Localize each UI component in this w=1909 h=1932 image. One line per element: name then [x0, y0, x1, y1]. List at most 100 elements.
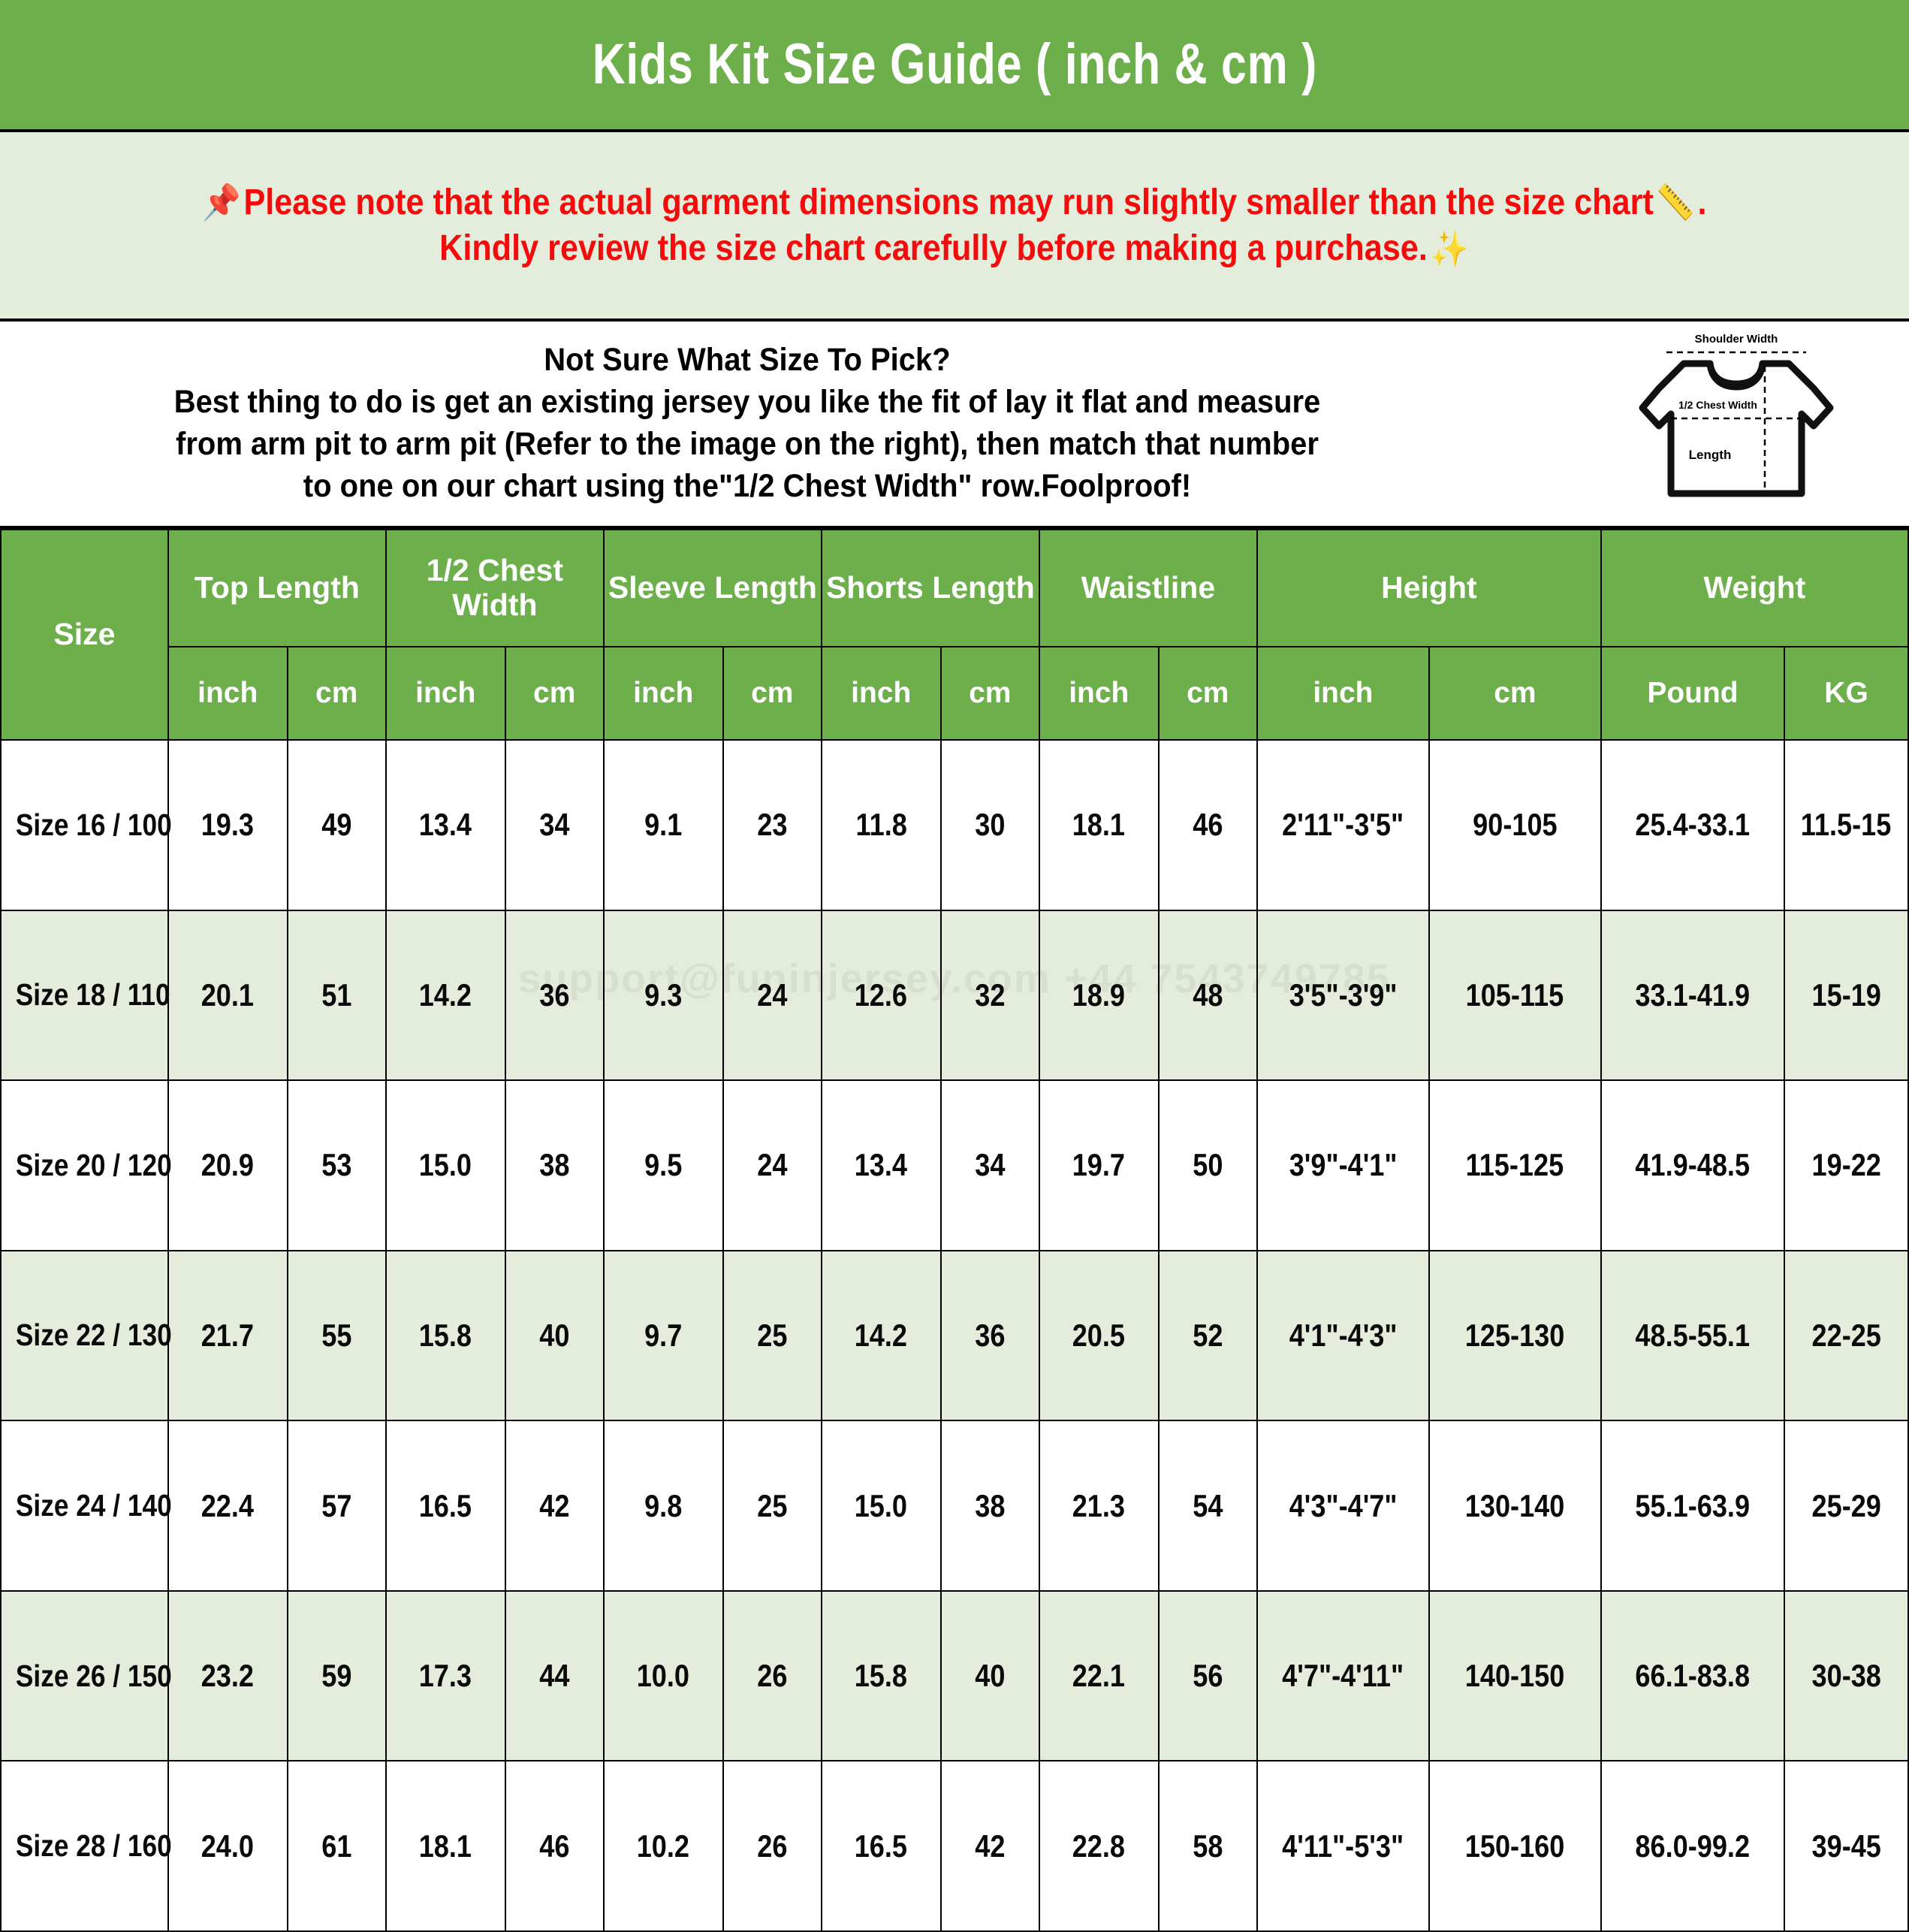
- cell-sleeve-cm: 24: [722, 909, 822, 1082]
- cell-chest-cm: 38: [504, 1079, 605, 1251]
- cell-shorts-inch: 14.2: [820, 1249, 942, 1422]
- cell-sleeve-inch: 10.0: [602, 1589, 724, 1762]
- table-header-main-row: Size Top Length 1/2 Chest Width Sleeve L…: [0, 529, 1909, 741]
- cell-text: 23: [757, 807, 788, 843]
- cell-waist-inch: 21.3: [1038, 1420, 1160, 1592]
- cell-text: 9.1: [644, 807, 683, 843]
- cell-text: 26: [757, 1828, 788, 1864]
- cell-height-cm: 140-150: [1428, 1589, 1602, 1762]
- cell-text: 38: [975, 1487, 1006, 1523]
- pushpin-icon: 📌: [202, 183, 241, 222]
- cell-waist-inch: 18.1: [1038, 739, 1160, 911]
- cell-text: 55: [321, 1317, 352, 1353]
- subheader-weight-kg: KG: [1784, 646, 1909, 741]
- cell-height-inch: 4'3"-4'7": [1256, 1420, 1430, 1592]
- cell-text: 22-25: [1811, 1317, 1881, 1353]
- cell-shorts-cm: 36: [939, 1249, 1040, 1422]
- cell-waist-inch: 22.8: [1038, 1760, 1160, 1932]
- cell-shorts-cm: 42: [939, 1760, 1040, 1932]
- ruler-icon: 📏: [1656, 183, 1696, 222]
- notice-line-2: Kindly review the size chart carefully b…: [440, 225, 1470, 271]
- cell-text: 9.3: [644, 977, 683, 1013]
- cell-text: Size 20 / 120: [15, 1147, 172, 1182]
- cell-height-cm: 125-130: [1428, 1249, 1602, 1422]
- cell-text: 26: [757, 1658, 788, 1694]
- cell-sleeve-cm: 26: [722, 1589, 822, 1762]
- cell-text: 66.1-83.8: [1635, 1658, 1751, 1694]
- cell-weight-pound: 66.1-83.8: [1600, 1589, 1786, 1762]
- cell-shorts-cm: 40: [939, 1589, 1040, 1762]
- cell-shorts-cm: 34: [939, 1079, 1040, 1251]
- cell-weight-kg: 22-25: [1784, 1249, 1909, 1422]
- cell-text: Size 24 / 140: [15, 1488, 172, 1523]
- cell-top-length-cm: 55: [286, 1249, 387, 1422]
- cell-chest-cm: 42: [504, 1420, 605, 1592]
- cell-shorts-cm: 38: [939, 1420, 1040, 1592]
- cell-text: 19-22: [1811, 1147, 1881, 1183]
- cell-chest-inch: 17.3: [385, 1589, 506, 1762]
- cell-text: 105-115: [1466, 977, 1564, 1013]
- cell-text: 49: [321, 807, 352, 843]
- cell-weight-kg: 15-19: [1784, 909, 1909, 1082]
- cell-text: 20.5: [1072, 1317, 1126, 1353]
- length-label: Length: [1689, 448, 1732, 462]
- table-row: Size 20 / 120 20.9 53 15.0 38 9.5 24 13.4 34 19.7…: [0, 1079, 1909, 1251]
- cell-text: 52: [1193, 1317, 1223, 1353]
- cell-chest-inch: 18.1: [385, 1760, 506, 1932]
- cell-chest-inch: 15.0: [385, 1079, 506, 1251]
- cell-height-cm: 115-125: [1428, 1079, 1602, 1251]
- tshirt-outline: [1639, 360, 1834, 497]
- cell-text: 15.0: [419, 1147, 472, 1183]
- cell-sleeve-inch: 9.1: [602, 739, 724, 911]
- cell-text: 140-150: [1465, 1658, 1565, 1694]
- cell-size: Size 18 / 110: [0, 909, 170, 1082]
- table-body: Size 16 / 100 19.3 49 13.4 34 9.1 23 11.8 30 18.1…: [0, 739, 1909, 1932]
- cell-sleeve-cm: 26: [722, 1760, 822, 1932]
- notice-line-1: 📌 Please note that the actual garment di…: [202, 180, 1706, 225]
- cell-text: Size 26 / 150: [15, 1658, 172, 1693]
- cell-top-length-inch: 20.9: [167, 1079, 288, 1251]
- cell-sleeve-inch: 10.2: [602, 1760, 724, 1932]
- shoulder-width-label: Shoulder Width: [1695, 333, 1778, 346]
- cell-text: 14.2: [855, 1317, 908, 1353]
- cell-text: Size 18 / 110: [15, 977, 170, 1013]
- cell-text: 10.0: [637, 1658, 690, 1694]
- cell-shorts-cm: 30: [939, 739, 1040, 911]
- cell-text: Size 16 / 100: [15, 807, 172, 842]
- cell-text: 46: [539, 1828, 570, 1864]
- cell-text: 55.1-63.9: [1635, 1487, 1751, 1523]
- header-height: Height: [1256, 529, 1602, 648]
- cell-top-length-cm: 49: [286, 739, 387, 911]
- cell-top-length-cm: 59: [286, 1589, 387, 1762]
- cell-text: 30: [975, 807, 1006, 843]
- cell-text: 18.9: [1072, 977, 1126, 1013]
- cell-weight-pound: 55.1-63.9: [1600, 1420, 1786, 1592]
- cell-shorts-inch: 12.6: [820, 909, 942, 1082]
- cell-text: 17.3: [419, 1658, 472, 1694]
- title-band: Kids Kit Size Guide ( inch & cm ): [0, 0, 1909, 132]
- cell-text: 33.1-41.9: [1635, 977, 1751, 1013]
- cell-waist-cm: 46: [1157, 739, 1258, 911]
- header-weight: Weight: [1600, 529, 1909, 648]
- cell-chest-cm: 36: [504, 909, 605, 1082]
- cell-text: 24.0: [201, 1828, 255, 1864]
- cell-text: 23.2: [201, 1658, 255, 1694]
- header-top-length: Top Length: [167, 529, 387, 648]
- header-waistline: Waistline: [1038, 529, 1258, 648]
- subheader-chest-cm: cm: [504, 646, 605, 741]
- cell-shorts-inch: 13.4: [820, 1079, 942, 1251]
- tshirt-icon: Shoulder Width 1/2 Chest Width Length: [1639, 333, 1834, 497]
- subheader-top-length-cm: cm: [286, 646, 387, 741]
- cell-text: 19.3: [201, 807, 255, 843]
- cell-text: 34: [975, 1147, 1006, 1183]
- cell-text: 16.5: [855, 1828, 908, 1864]
- cell-text: 44: [539, 1658, 570, 1694]
- cell-text: 40: [539, 1317, 570, 1353]
- page-title: Kids Kit Size Guide ( inch & cm ): [592, 32, 1317, 96]
- cell-sleeve-inch: 9.3: [602, 909, 724, 1082]
- info-heading: Not Sure What Size To Pick?: [544, 342, 951, 379]
- cell-text: 9.8: [644, 1487, 683, 1523]
- cell-weight-kg: 30-38: [1784, 1589, 1909, 1762]
- cell-text: 57: [321, 1487, 352, 1523]
- cell-sleeve-cm: 23: [722, 739, 822, 911]
